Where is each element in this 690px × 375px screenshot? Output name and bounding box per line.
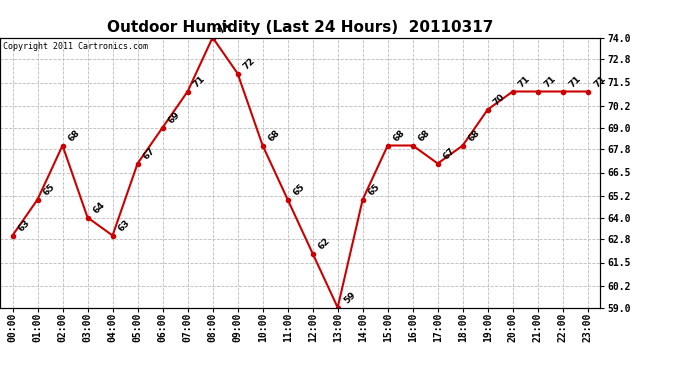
Text: 67: 67: [442, 146, 457, 161]
Text: 63: 63: [17, 218, 32, 233]
Text: 70: 70: [492, 92, 507, 107]
Text: 68: 68: [267, 128, 282, 143]
Text: 68: 68: [467, 128, 482, 143]
Text: 71: 71: [592, 74, 607, 89]
Text: 65: 65: [367, 182, 382, 197]
Text: 64: 64: [92, 200, 107, 215]
Text: 59: 59: [342, 290, 357, 305]
Text: 71: 71: [517, 74, 532, 89]
Text: 68: 68: [417, 128, 432, 143]
Text: 65: 65: [292, 182, 307, 197]
Text: 68: 68: [67, 128, 82, 143]
Text: 69: 69: [167, 110, 182, 125]
Text: 72: 72: [241, 56, 257, 71]
Text: 63: 63: [117, 218, 132, 233]
Text: 71: 71: [192, 74, 207, 89]
Text: 65: 65: [41, 182, 57, 197]
Title: Outdoor Humidity (Last 24 Hours)  20110317: Outdoor Humidity (Last 24 Hours) 2011031…: [107, 20, 493, 35]
Text: 67: 67: [141, 146, 157, 161]
Text: 68: 68: [392, 128, 407, 143]
Text: Copyright 2011 Cartronics.com: Copyright 2011 Cartronics.com: [3, 42, 148, 51]
Text: 71: 71: [567, 74, 582, 89]
Text: 71: 71: [542, 74, 558, 89]
Text: 74: 74: [217, 20, 232, 35]
Text: 62: 62: [317, 236, 332, 251]
